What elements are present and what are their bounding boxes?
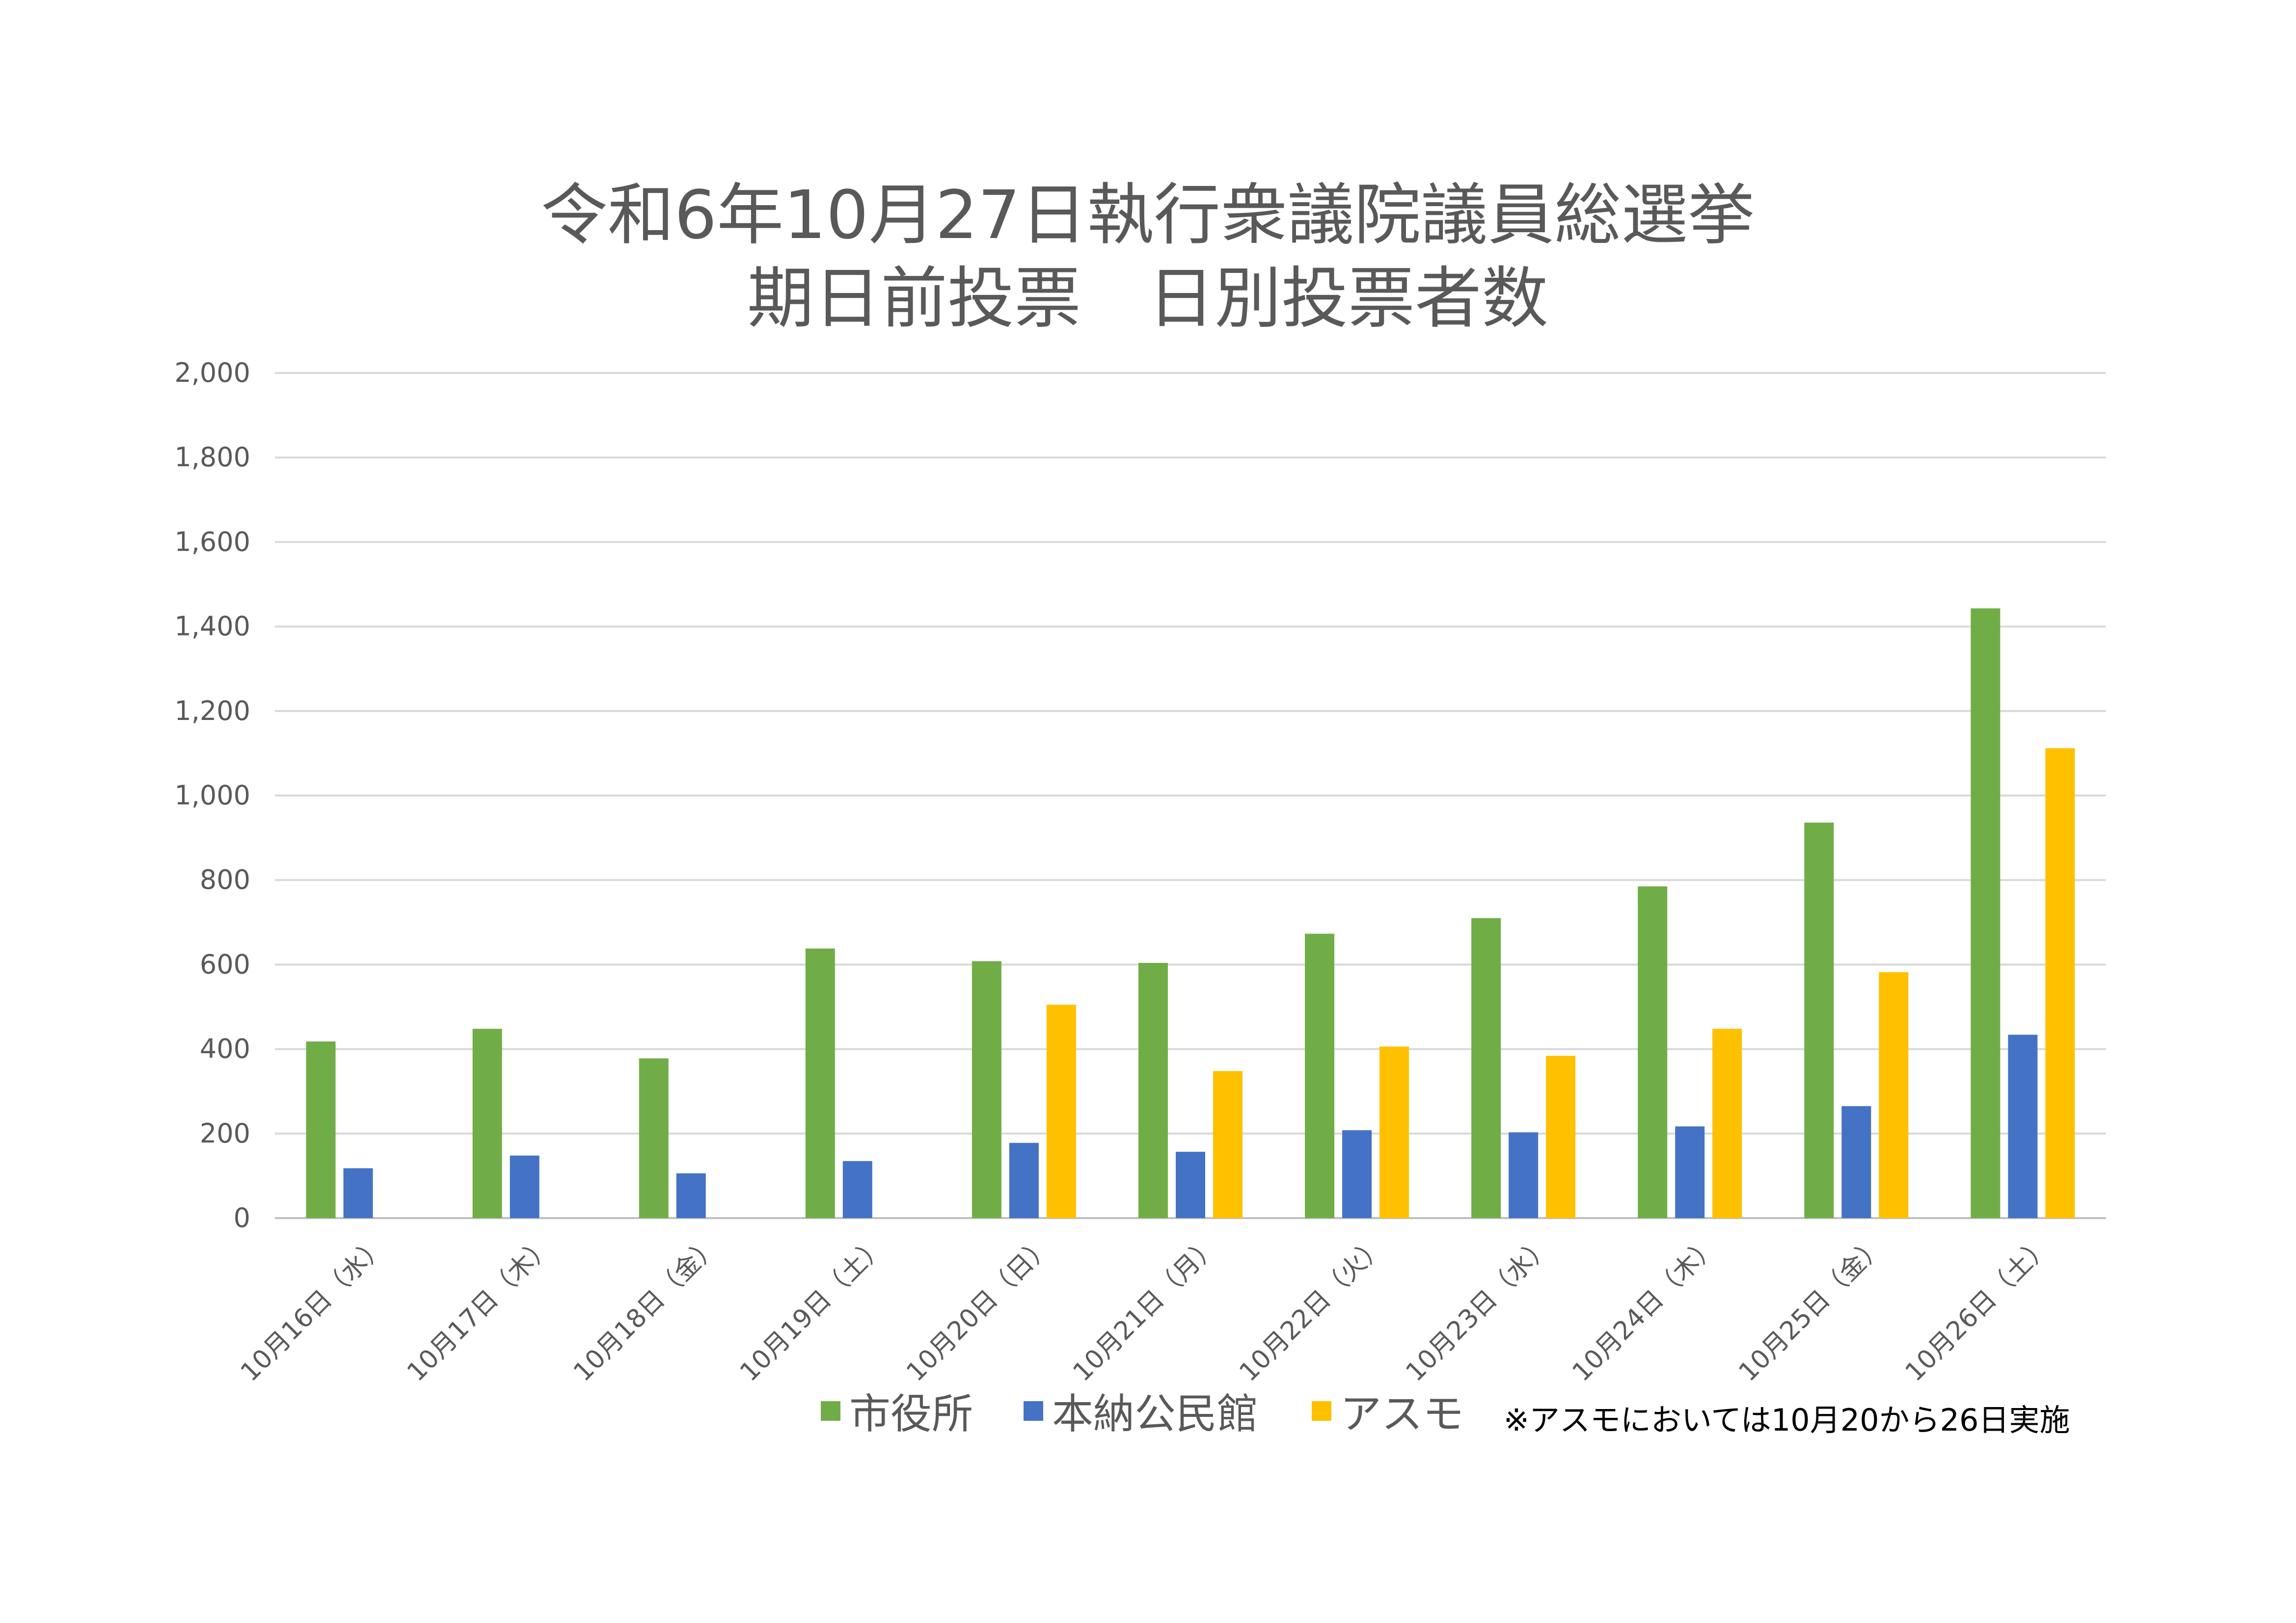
bar-honno — [2008, 1035, 2038, 1218]
legend-swatch — [1312, 1401, 1331, 1421]
legend-swatch — [1024, 1401, 1043, 1421]
bar-shiyakusho — [1638, 886, 1668, 1218]
bar-asumo — [1213, 1071, 1243, 1218]
x-tick-label: 10月17日（木） — [402, 1230, 559, 1387]
legend-label: 市役所 — [849, 1390, 973, 1438]
y-axis: 0 200 400 600 800 1,000 1,200 1,400 1,600 1,800 2,… — [174, 357, 250, 1233]
bar-honno — [1342, 1130, 1372, 1218]
bar-honno — [343, 1168, 373, 1218]
y-tick-label: 1,600 — [174, 526, 250, 557]
bar-honno — [1176, 1151, 1205, 1218]
bar-shiyakusho — [972, 961, 1001, 1218]
bar-asumo — [2045, 748, 2075, 1218]
bar-honno — [1675, 1126, 1705, 1218]
x-tick-label: 10月20日（日） — [901, 1230, 1058, 1387]
y-tick-label: 400 — [200, 1034, 250, 1064]
footnote: ※アスモにおいては10月20から26日実施 — [1504, 1402, 2070, 1438]
x-tick-label: 10月22日（火） — [1234, 1230, 1391, 1387]
bar-shiyakusho — [1971, 608, 2000, 1218]
y-tick-label: 1,000 — [174, 780, 250, 811]
legend-label: 本納公民館 — [1052, 1390, 1258, 1438]
x-tick-label: 10月25日（金） — [1733, 1230, 1891, 1387]
bar-shiyakusho — [1804, 823, 1834, 1218]
bar-shiyakusho — [1138, 962, 1168, 1218]
bar-shiyakusho — [639, 1058, 669, 1218]
bar-asumo — [1546, 1056, 1576, 1218]
bar-asumo — [1879, 972, 1909, 1218]
y-tick-label: 2,000 — [174, 357, 250, 388]
legend: 市役所 本納公民館 アスモ — [821, 1390, 1464, 1438]
bar-shiyakusho — [1305, 933, 1335, 1218]
y-tick-label: 200 — [200, 1118, 250, 1149]
bar-honno — [1509, 1132, 1539, 1218]
y-tick-label: 1,800 — [174, 442, 250, 473]
bars — [306, 608, 2075, 1218]
x-tick-label: 10月16日（水） — [235, 1230, 392, 1387]
bar-honno — [1841, 1106, 1871, 1218]
bar-shiyakusho — [805, 948, 835, 1218]
x-tick-label: 10月26日（土） — [1900, 1230, 2057, 1387]
y-tick-label: 0 — [234, 1202, 250, 1233]
x-tick-label: 10月18日（金） — [568, 1230, 725, 1387]
bar-honno — [510, 1155, 540, 1218]
bar-asumo — [1379, 1046, 1409, 1218]
x-tick-label: 10月21日（月） — [1067, 1230, 1224, 1387]
legend-label: アスモ — [1340, 1390, 1464, 1438]
x-tick-label: 10月23日（水） — [1401, 1230, 1558, 1387]
bar-shiyakusho — [306, 1041, 336, 1218]
y-tick-label: 1,400 — [174, 611, 250, 642]
x-axis: 10月16日（水） 10月17日（木） 10月18日（金） 10月19日（土） 10月2… — [235, 1230, 2057, 1387]
y-tick-label: 600 — [200, 949, 250, 980]
bar-asumo — [1712, 1029, 1742, 1218]
bar-honno — [676, 1173, 706, 1218]
y-tick-label: 800 — [200, 864, 250, 895]
chart-title-line-2: 期日前投票 日別投票者数 — [747, 260, 1548, 338]
gridlines — [275, 372, 2106, 1219]
bar-shiyakusho — [1471, 918, 1501, 1218]
x-tick-label: 10月24日（木） — [1567, 1230, 1724, 1387]
chart-title-line-1: 令和6年10月27日執行衆議院議員総選挙 — [541, 177, 1755, 254]
bar-honno — [1009, 1143, 1039, 1218]
legend-swatch — [821, 1401, 840, 1421]
y-tick-label: 1,200 — [174, 695, 250, 726]
bar-asumo — [1046, 1005, 1076, 1218]
bar-honno — [842, 1161, 872, 1218]
x-tick-label: 10月19日（土） — [734, 1230, 891, 1387]
chart-title: 令和6年10月27日執行衆議院議員総選挙 期日前投票 日別投票者数 — [541, 177, 1755, 338]
bar-shiyakusho — [472, 1029, 502, 1218]
